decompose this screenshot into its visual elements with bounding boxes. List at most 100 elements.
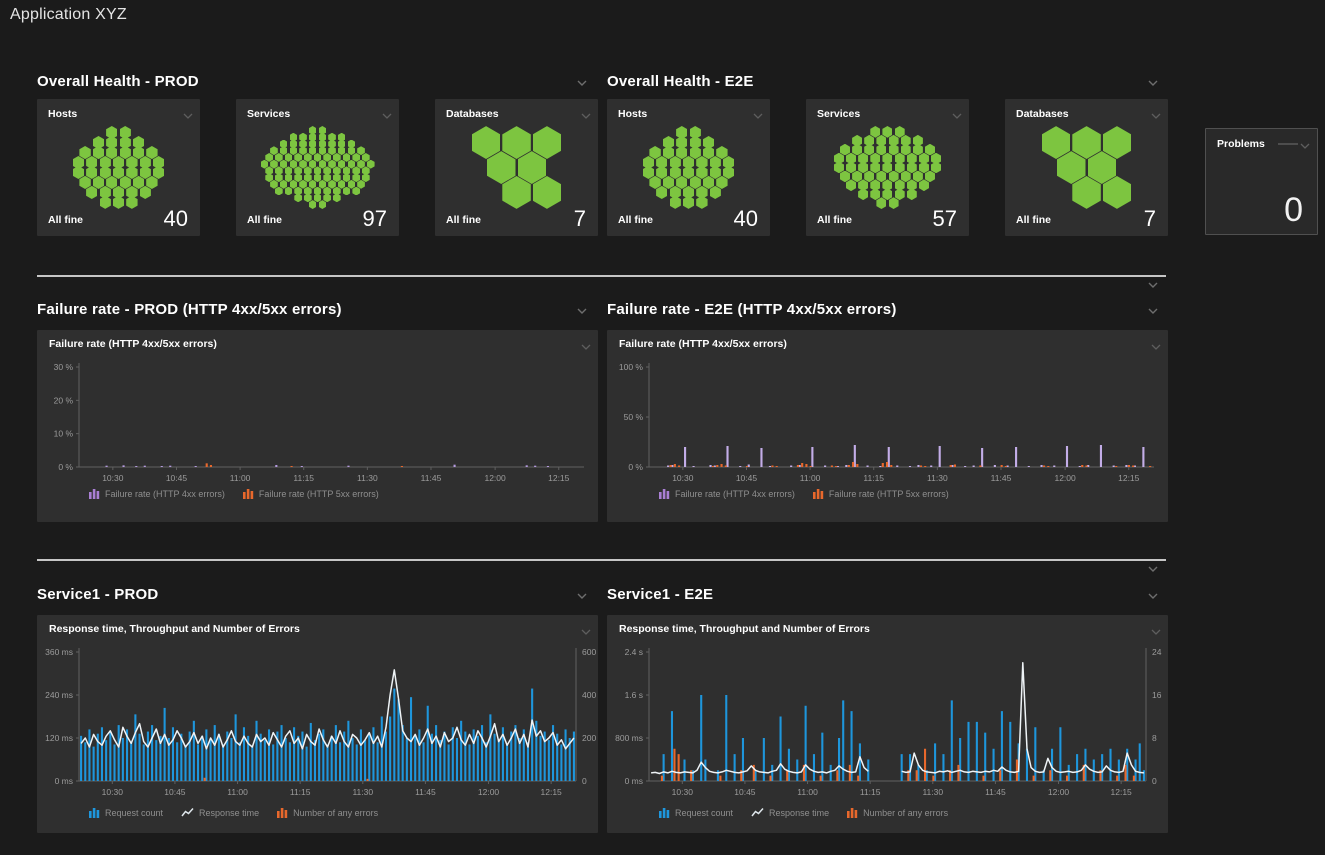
hexagon-healthy	[870, 152, 881, 165]
hexagon-healthy	[308, 179, 317, 189]
svg-text:11:30: 11:30	[357, 473, 378, 483]
chevron-down-icon[interactable]	[1146, 306, 1160, 316]
legend-item[interactable]: Number of any errors	[277, 807, 378, 818]
hexagon-healthy	[279, 179, 288, 189]
legend-label: Response time	[769, 807, 830, 818]
entity-count: 97	[362, 206, 387, 231]
tile-hosts-prod[interactable]: Hosts All fine 40	[37, 99, 200, 236]
svg-text:11:15: 11:15	[863, 473, 884, 483]
chevron-down-icon[interactable]	[1299, 137, 1311, 155]
legend-item[interactable]: Request count	[89, 807, 163, 818]
hexagon-healthy	[289, 139, 298, 149]
chevron-down-icon[interactable]	[1150, 623, 1162, 641]
hexagon-healthy	[299, 132, 307, 142]
hexagon-healthy	[275, 153, 283, 162]
hexagon-healthy	[275, 186, 283, 196]
chart-canvas[interactable]: 100 % 50 % 0 % 10:30 10:45 11:00 11:15 11:30 11:…	[607, 330, 1168, 492]
hexagon-healthy	[882, 152, 893, 165]
chevron-down-icon[interactable]	[575, 306, 589, 316]
hexagon-healthy	[682, 195, 695, 209]
hexagon-healthy	[132, 146, 145, 160]
failure-rate-prod-chart-tile[interactable]: Failure rate (HTTP 4xx/5xx errors) 30 % 2…	[37, 330, 598, 522]
section-header-failure-prod: Failure rate - PROD (HTTP 4xx/5xx errors…	[37, 301, 342, 318]
hexagon-healthy	[870, 161, 881, 174]
chart-canvas[interactable]: 2.4 s 1.6 s 800 ms 0 ms 24 16 8 0 10:30 10:45 11:0…	[607, 615, 1168, 805]
chevron-down-icon[interactable]	[580, 107, 592, 125]
chart-canvas[interactable]: 30 % 20 % 10 % 0 % 10:30 10:45 11:00 11:15 11:30…	[37, 330, 598, 492]
tile-hosts-e2e[interactable]: Hosts All fine 40	[607, 99, 770, 236]
chevron-down-icon[interactable]	[752, 107, 764, 125]
svg-text:2.4 s: 2.4 s	[625, 647, 643, 657]
hexagon-healthy	[656, 165, 668, 179]
legend-item[interactable]: Failure rate (HTTP 4xx errors)	[659, 488, 795, 499]
chevron-down-icon[interactable]	[580, 338, 592, 356]
legend-item[interactable]: Number of any errors	[847, 807, 948, 818]
hexagon-healthy	[294, 173, 302, 183]
chevron-down-icon[interactable]	[1150, 338, 1162, 356]
hexagon-healthy	[876, 170, 887, 183]
legend-item[interactable]: Response time	[181, 807, 259, 818]
hexagon-healthy	[642, 165, 655, 179]
tile-services-prod[interactable]: Services All fine 97	[236, 99, 399, 236]
legend-item[interactable]: Failure rate (HTTP 5xx errors)	[812, 488, 949, 499]
svg-text:0 %: 0 %	[628, 462, 643, 472]
legend-label: Response time	[199, 807, 260, 818]
tile-databases-prod[interactable]: Databases All fine 7	[435, 99, 598, 236]
hexagon-healthy	[858, 161, 869, 174]
bar-series-icon	[277, 808, 288, 818]
chevron-down-icon[interactable]	[951, 107, 963, 125]
svg-text:11:00: 11:00	[797, 787, 818, 797]
failure-rate-e2e-chart-tile[interactable]: Failure rate (HTTP 4xx/5xx errors) 100 %…	[607, 330, 1168, 522]
tile-services-e2e[interactable]: Services All fine 57	[806, 99, 969, 236]
hex-grid	[445, 125, 588, 210]
tile-problems[interactable]: Problems 0	[1205, 128, 1318, 235]
status-label: All fine	[48, 214, 84, 226]
service1-e2e-chart-tile[interactable]: Response time, Throughput and Number of …	[607, 615, 1168, 833]
svg-text:11:15: 11:15	[860, 787, 881, 797]
legend-item[interactable]: Failure rate (HTTP 4xx errors)	[89, 488, 225, 499]
legend-item[interactable]: Failure rate (HTTP 5xx errors)	[242, 488, 379, 499]
hexagon-healthy	[139, 185, 151, 199]
chevron-down-icon[interactable]	[575, 78, 589, 88]
chart-legend: Failure rate (HTTP 4xx errors) Failure ra…	[659, 488, 949, 499]
svg-text:11:00: 11:00	[800, 473, 821, 483]
chevron-down-icon[interactable]	[575, 591, 589, 601]
chevron-down-icon[interactable]	[1146, 78, 1160, 88]
chart-canvas[interactable]: 360 ms 240 ms 120 ms 0 ms 600 400 200 0 10:30 10:…	[37, 615, 598, 805]
hexagon-healthy	[702, 136, 715, 150]
entity-count: 7	[1143, 206, 1156, 231]
legend-item[interactable]: Response time	[751, 807, 829, 818]
hexagon-healthy	[119, 146, 131, 160]
hexagon-healthy	[79, 175, 91, 189]
hexagon-healthy	[294, 186, 302, 196]
hexagon-healthy	[304, 193, 312, 203]
hexagon-healthy	[289, 132, 298, 142]
chevron-down-icon[interactable]	[1146, 280, 1160, 290]
tile-databases-e2e[interactable]: Databases All fine 7	[1005, 99, 1168, 236]
chevron-down-icon[interactable]	[182, 107, 194, 125]
hexagon-healthy	[270, 179, 278, 189]
legend-item[interactable]: Request count	[659, 807, 733, 818]
hexagon-healthy	[284, 173, 293, 183]
hexagon-healthy	[669, 195, 681, 209]
hexagon-healthy	[337, 159, 346, 169]
tile-title: Services	[817, 108, 861, 120]
service1-prod-chart-tile[interactable]: Response time, Throughput and Number of …	[37, 615, 598, 833]
hexagon-healthy	[1102, 126, 1132, 159]
hexagon-healthy	[126, 195, 138, 209]
svg-text:0 ms: 0 ms	[55, 776, 73, 786]
chevron-down-icon[interactable]	[381, 107, 393, 125]
svg-text:10:45: 10:45	[166, 473, 188, 483]
svg-text:0 ms: 0 ms	[625, 776, 643, 786]
chevron-down-icon[interactable]	[1150, 107, 1162, 125]
chevron-down-icon[interactable]	[1146, 591, 1160, 601]
chevron-down-icon[interactable]	[1146, 564, 1160, 574]
hexagon-healthy	[323, 186, 331, 196]
hexagon-healthy	[275, 173, 283, 183]
chevron-down-icon[interactable]	[580, 623, 592, 641]
entity-count: 40	[733, 206, 758, 231]
hexagon-healthy	[126, 156, 138, 170]
hexagon-healthy	[308, 146, 317, 156]
hexagon-healthy	[882, 188, 893, 201]
svg-text:800 ms: 800 ms	[615, 733, 643, 743]
